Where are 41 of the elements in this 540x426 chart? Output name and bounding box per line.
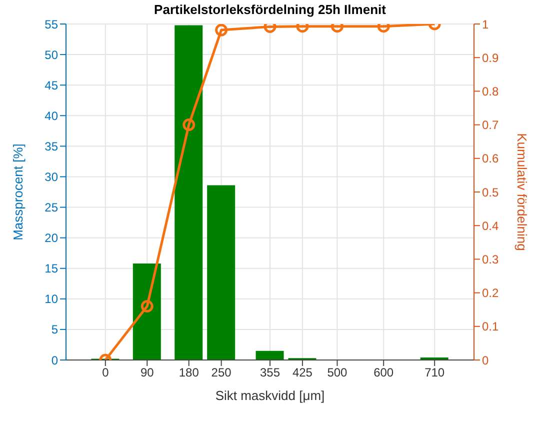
bar xyxy=(256,350,284,360)
y-tick-label: 55 xyxy=(44,17,58,32)
x-tick-label: 425 xyxy=(292,366,313,380)
y-tick-label: 35 xyxy=(44,139,58,154)
y2-tick-label: 0.1 xyxy=(482,320,500,334)
y-tick-label: 0 xyxy=(51,353,58,368)
y2-tick-label: 0.5 xyxy=(482,185,500,200)
x-tick-label: 180 xyxy=(178,366,200,380)
x-tick-label: 710 xyxy=(424,366,445,380)
x-tick-label: 0 xyxy=(102,366,110,380)
y2-tick-label: 0.3 xyxy=(482,252,500,266)
y-tick-label: 50 xyxy=(44,48,58,62)
point xyxy=(182,118,196,132)
bar xyxy=(207,185,236,360)
x-axis-title: Sikt maskvidd [μm] xyxy=(215,388,325,403)
y2-tick-label: 1 xyxy=(482,17,489,32)
y-tick-label: 25 xyxy=(44,200,58,215)
y2-tick-label: 0 xyxy=(482,353,489,368)
y2-tick-label: 0.8 xyxy=(482,84,500,98)
x-tick-label: 600 xyxy=(374,366,394,380)
y-tick-label: 30 xyxy=(44,170,58,184)
y-tick-label: 15 xyxy=(44,262,58,276)
y2-tick-label: 0.4 xyxy=(482,218,500,233)
x-tick-label: 250 xyxy=(211,366,232,380)
y-tick-label: 10 xyxy=(44,292,58,306)
bar xyxy=(132,263,161,360)
y2-tick-label: 0.7 xyxy=(482,118,500,132)
bar xyxy=(174,25,203,360)
y-tick-label: 20 xyxy=(44,231,58,246)
y-tick-label: 45 xyxy=(44,78,58,92)
y-tick-label: 5 xyxy=(51,322,58,337)
y2-tick-label: 0.9 xyxy=(482,50,500,65)
y2-tick-label: 0.2 xyxy=(482,286,500,300)
x-tick-label: 90 xyxy=(140,366,154,380)
chart-title: Partikelstorleksfördelning 25h Ilmenit xyxy=(153,2,387,17)
y-axis-title: Massprocent [%] xyxy=(10,144,26,240)
y2-tick-label: 0.6 xyxy=(482,152,500,166)
y2-axis-title: Kumulativ fördelning xyxy=(514,133,530,251)
y-tick-label: 40 xyxy=(44,108,58,123)
x-tick-label: 500 xyxy=(327,366,348,380)
x-tick-label: 355 xyxy=(260,366,280,380)
